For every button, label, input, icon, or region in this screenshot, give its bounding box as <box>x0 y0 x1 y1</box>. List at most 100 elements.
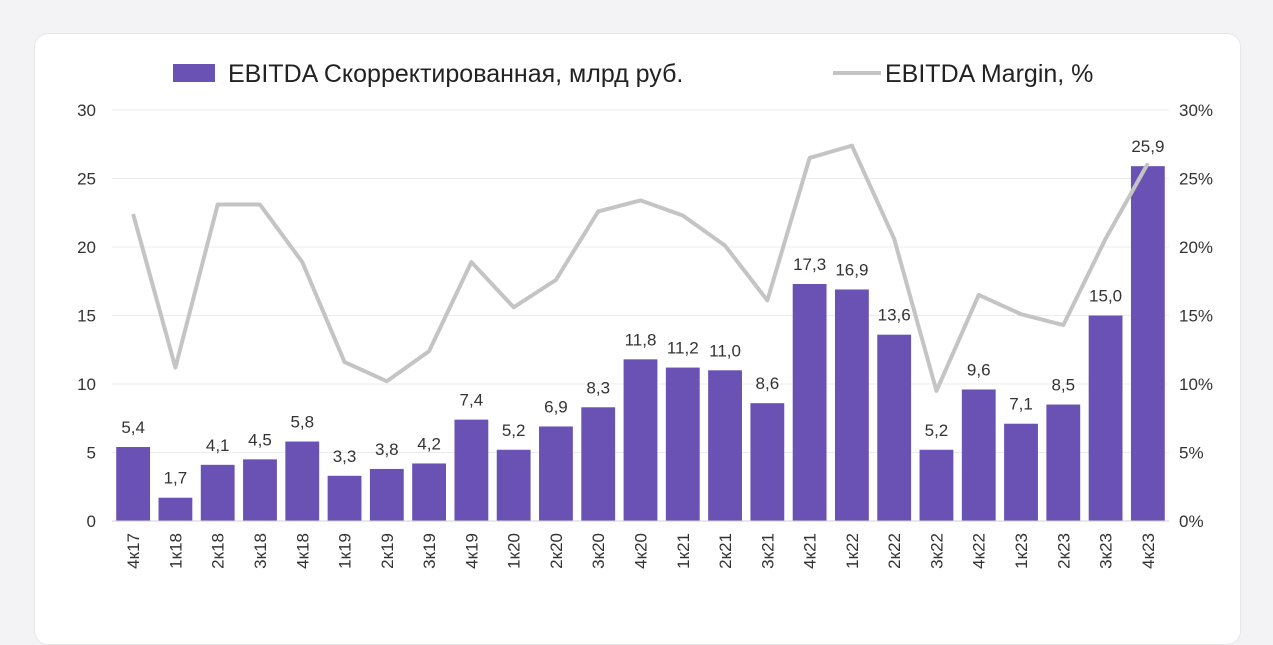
bar-value-label: 8,3 <box>586 378 610 397</box>
bar-value-label: 9,6 <box>967 360 991 379</box>
margin-point <box>132 213 134 215</box>
ebitda-chart: 5,4 1,7 4,1 4,5 5,8 3,3 3,8 4,2 7,4 5,2 6,9 8,3 11,8… <box>77 60 1213 569</box>
bar-value-label: 8,5 <box>1051 376 1075 395</box>
bar <box>623 359 658 521</box>
bar <box>285 441 320 521</box>
bar-value-label: 6,9 <box>544 397 568 416</box>
bar <box>369 468 404 521</box>
margin-point <box>217 204 219 206</box>
bar <box>750 403 785 521</box>
bar-value-label: 16,9 <box>835 260 868 279</box>
bar <box>708 370 742 521</box>
x-tick-label: 4к23 <box>1139 533 1158 569</box>
x-tick-label: 2к21 <box>716 533 735 569</box>
margin-point <box>513 306 515 308</box>
right-tick-label: 15% <box>1179 307 1213 326</box>
margin-point <box>682 214 684 216</box>
left-tick-label: 20 <box>77 238 96 257</box>
left-tick-label: 30 <box>77 101 96 120</box>
x-tick-label: 2к20 <box>547 533 566 569</box>
x-tick-label: 2к22 <box>885 533 904 569</box>
bar <box>834 289 869 521</box>
bar <box>454 419 489 521</box>
bar-value-label: 3,8 <box>375 440 399 459</box>
x-tick-label: 3к18 <box>251 533 270 569</box>
bar-value-label: 11,2 <box>667 339 699 358</box>
left-tick-label: 0 <box>87 512 96 531</box>
x-tick-label: 3к23 <box>1097 533 1116 569</box>
margin-point <box>386 380 388 382</box>
x-tick-label: 1к23 <box>1012 533 1031 569</box>
left-tick-label: 5 <box>87 444 96 463</box>
line-series <box>131 143 1150 393</box>
margin-point <box>1105 238 1107 240</box>
bar <box>1088 315 1123 521</box>
x-tick-label: 4к17 <box>124 533 143 569</box>
left-tick-label: 10 <box>77 375 96 394</box>
bar-value-label: 3,3 <box>333 447 357 466</box>
bar-value-label: 5,2 <box>502 421 526 440</box>
bar <box>496 449 531 521</box>
margin-point <box>640 199 641 201</box>
margin-point <box>1147 162 1149 164</box>
bar <box>200 464 235 521</box>
right-tick-label: 5% <box>1179 444 1204 463</box>
bar-value-label: 25,9 <box>1131 137 1164 156</box>
bar-value-label: 7,1 <box>1009 395 1033 414</box>
right-tick-label: 20% <box>1179 238 1213 257</box>
bar-value-label: 11,0 <box>709 341 741 360</box>
bar <box>116 447 151 521</box>
x-tick-label: 3к22 <box>927 533 946 569</box>
legend: EBITDA Скорректированная, млрд руб. EBIT… <box>173 60 1093 88</box>
x-tick-label: 4к21 <box>801 533 820 569</box>
data-labels: 5,4 1,7 4,1 4,5 5,8 3,3 3,8 4,2 7,4 5,2 6,9 8,3 11,8… <box>121 137 1164 488</box>
chart-card: 5,4 1,7 4,1 4,5 5,8 3,3 3,8 4,2 7,4 5,2 6,9 8,3 11,8… <box>34 33 1241 645</box>
margin-point <box>766 299 768 301</box>
margin-point <box>301 261 303 263</box>
legend-line-label: EBITDA Margin, % <box>885 60 1093 88</box>
bar-value-label: 5,4 <box>121 418 145 437</box>
right-tick-label: 0% <box>1179 512 1204 531</box>
x-tick-label: 3к19 <box>420 533 439 569</box>
margin-point <box>259 204 261 206</box>
margin-point <box>851 145 853 147</box>
margin-point <box>470 261 472 263</box>
bar <box>243 459 277 521</box>
right-tick-label: 25% <box>1179 170 1213 189</box>
bar <box>539 426 573 521</box>
right-tick-label: 30% <box>1179 101 1213 120</box>
legend-bar-label: EBITDA Скорректированная, млрд руб. <box>228 60 683 88</box>
bar-value-label: 11,8 <box>625 330 657 349</box>
x-tick-label: 3к20 <box>589 533 608 569</box>
bar <box>961 389 996 521</box>
margin-point <box>597 210 599 212</box>
margin-point <box>555 279 557 281</box>
legend-bar-swatch <box>173 64 215 82</box>
bar <box>665 367 700 521</box>
margin-point <box>428 350 430 352</box>
bar-value-label: 4,2 <box>417 434 441 453</box>
bar <box>1004 423 1038 521</box>
margin-point <box>1062 324 1064 326</box>
bar <box>581 407 616 521</box>
bar <box>792 283 827 521</box>
bar-value-label: 15,0 <box>1089 287 1122 306</box>
margin-point <box>1020 313 1022 315</box>
bar <box>1130 166 1165 522</box>
x-tick-label: 4к18 <box>293 533 312 569</box>
margin-point <box>978 294 980 296</box>
left-tick-label: 25 <box>77 170 96 189</box>
margin-point <box>809 157 811 159</box>
margin-line <box>131 143 1150 393</box>
x-tick-label: 2к23 <box>1054 533 1073 569</box>
x-tick-label: 1к18 <box>166 533 185 569</box>
x-axis: 4к17 1к18 2к18 3к18 4к18 1к19 2к19 3к19 4к19 1к20… <box>112 520 1169 569</box>
bar-value-label: 5,8 <box>290 413 314 432</box>
x-tick-label: 4к19 <box>462 533 481 569</box>
bar <box>327 475 362 521</box>
bar-series <box>116 166 1165 522</box>
left-axis: 0 5 10 15 20 25 30 <box>77 101 96 531</box>
x-tick-label: 2к19 <box>378 533 397 569</box>
x-tick-label: 4к22 <box>970 533 989 569</box>
x-tick-label: 1к22 <box>843 533 862 569</box>
